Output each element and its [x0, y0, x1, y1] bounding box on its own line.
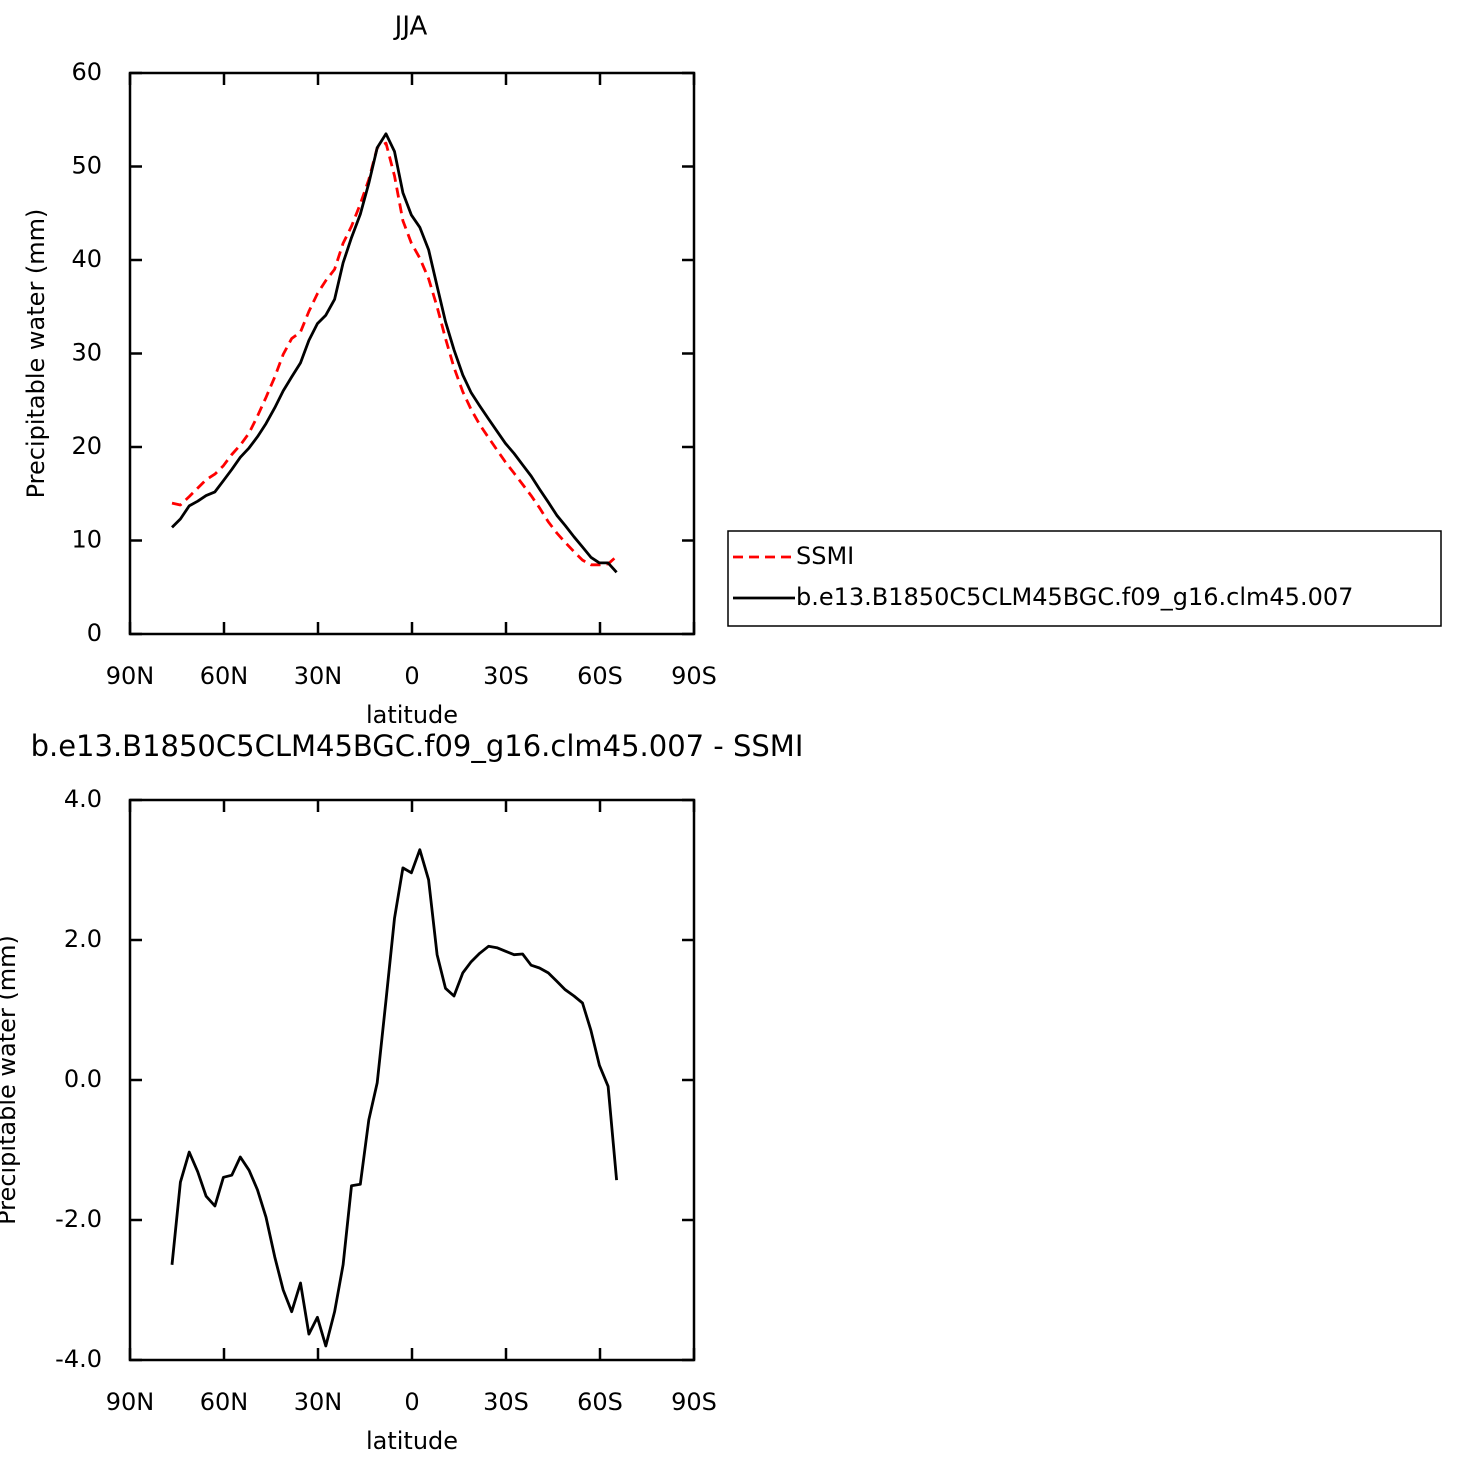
x-tick-label: 90S [671, 662, 717, 690]
y-axis-label: Precipitable water (mm) [0, 935, 21, 1225]
x-tick-label: 60N [200, 662, 249, 690]
y-tick-label: 0 [87, 619, 102, 647]
legend-label: b.e13.B1850C5CLM45BGC.f09_g16.clm45.007 [796, 583, 1353, 611]
plot-area [128, 71, 696, 636]
y-tick-label: 10 [71, 526, 102, 554]
x-tick-label: 60S [577, 1388, 623, 1416]
y-tick-label: 60 [71, 58, 102, 86]
y-tick-label: 20 [71, 432, 102, 460]
y-tick-label: 40 [71, 245, 102, 273]
y-tick-label: -2.0 [55, 1205, 102, 1233]
legend-label: SSMI [796, 542, 854, 570]
x-tick-label: 0 [404, 1388, 419, 1416]
plot-area [128, 798, 696, 1362]
legend-box [727, 530, 1442, 627]
y-tick-label: 2.0 [64, 925, 102, 953]
data-line [171, 132, 618, 574]
chart-title: b.e13.B1850C5CLM45BGC.f09_g16.clm45.007 … [31, 729, 804, 763]
x-tick-label: 30S [483, 1388, 529, 1416]
x-tick-label: 30N [294, 662, 343, 690]
y-tick-label: 30 [71, 339, 102, 367]
x-tick-label: 90S [671, 1388, 717, 1416]
y-tick-label: -4.0 [55, 1345, 102, 1373]
x-tick-label: 30S [483, 662, 529, 690]
x-tick-label: 90N [106, 1388, 155, 1416]
y-tick-label: 4.0 [64, 785, 102, 813]
x-tick-label: 0 [404, 662, 419, 690]
x-tick-label: 90N [106, 662, 155, 690]
y-axis-label: Precipitable water (mm) [22, 209, 50, 499]
y-tick-label: 0.0 [64, 1065, 102, 1093]
x-tick-label: 60N [200, 1388, 249, 1416]
y-tick-label: 50 [71, 152, 102, 180]
x-tick-label: 30N [294, 1388, 343, 1416]
x-tick-label: 60S [577, 662, 623, 690]
data-line [171, 141, 618, 567]
x-axis-label: latitude [366, 1427, 458, 1455]
data-line [170, 848, 618, 1348]
chart-title: JJA [393, 12, 428, 42]
x-axis-label: latitude [366, 701, 458, 729]
